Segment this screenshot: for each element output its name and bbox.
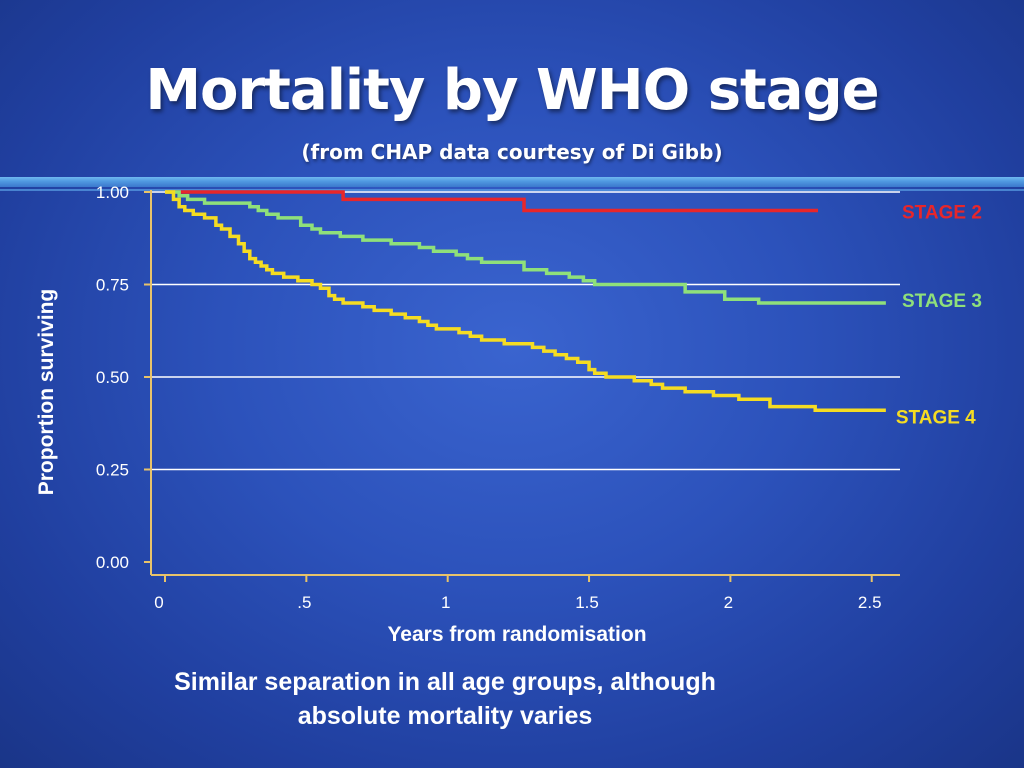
series-line-stage-4 xyxy=(165,190,886,413)
label-layer: 0.00 0.25 0.50 0.75 1.00 0 .5 1 1.5 2 2.5 STAGE 2 ST… xyxy=(96,183,982,612)
x-axis-label: Years from randomisation xyxy=(387,623,646,646)
series-label-stage-2: STAGE 2 xyxy=(902,203,982,224)
page-subtitle: (from CHAP data courtesy of Di Gibb) xyxy=(301,140,723,164)
series-label-stage-3: STAGE 3 xyxy=(902,291,982,312)
title-divider-line xyxy=(0,189,1024,191)
axis-layer xyxy=(144,190,900,582)
x-tick-label: 1.5 xyxy=(575,593,599,612)
grid-layer xyxy=(151,191,900,471)
caption: Similar separation in all age groups, al… xyxy=(90,665,800,733)
x-tick-label: .5 xyxy=(297,593,311,612)
caption-line-1: Similar separation in all age groups, al… xyxy=(174,668,716,696)
y-tick-label: 0.25 xyxy=(96,461,129,480)
page-title: Mortality by WHO stage xyxy=(145,58,879,123)
y-tick-label: 0.50 xyxy=(96,368,129,387)
y-tick-label: 0.00 xyxy=(96,553,129,572)
x-tick-label: 2 xyxy=(724,593,733,612)
x-tick-label: 1 xyxy=(441,593,450,612)
x-tick-label: 2.5 xyxy=(858,593,882,612)
y-tick-label: 0.75 xyxy=(96,276,129,295)
title-divider-band xyxy=(0,177,1024,187)
series-label-stage-4: STAGE 4 xyxy=(896,407,976,428)
series-line-stage-2 xyxy=(165,190,819,213)
y-tick-label: 1.00 xyxy=(96,183,129,202)
series-layer xyxy=(165,190,886,413)
caption-line-2: absolute mortality varies xyxy=(297,702,593,730)
y-axis-label: Proportion surviving xyxy=(35,289,58,496)
x-tick-label: 0 xyxy=(154,593,163,612)
series-line-stage-3 xyxy=(165,190,886,305)
